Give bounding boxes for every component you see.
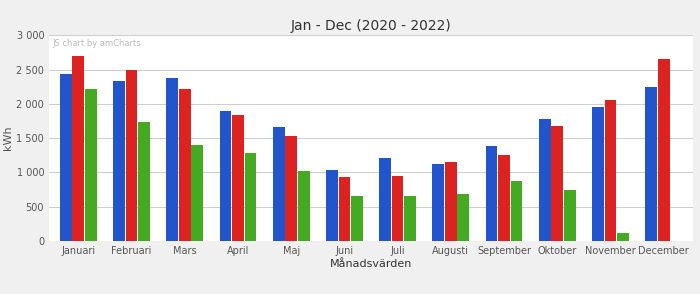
Y-axis label: kWh: kWh — [4, 126, 13, 151]
Bar — [273, 126, 284, 241]
Bar — [220, 111, 231, 241]
Bar — [498, 155, 510, 241]
Bar — [605, 101, 617, 241]
Bar — [564, 190, 575, 241]
Bar — [379, 158, 391, 241]
Bar — [617, 233, 629, 241]
Bar — [511, 181, 522, 241]
Bar — [232, 115, 244, 241]
Bar — [85, 89, 97, 241]
Bar — [72, 56, 84, 241]
Bar — [592, 107, 604, 241]
Bar — [286, 136, 297, 241]
Bar — [486, 146, 498, 241]
Bar — [113, 81, 125, 241]
Bar — [658, 59, 670, 241]
Bar — [433, 163, 445, 241]
Title: Jan - Dec (2020 - 2022): Jan - Dec (2020 - 2022) — [290, 19, 452, 33]
Bar — [539, 119, 551, 241]
Bar — [458, 194, 469, 241]
Bar — [60, 74, 71, 241]
Bar — [552, 126, 563, 241]
Bar — [298, 171, 309, 241]
Text: JS chart by amCharts: JS chart by amCharts — [52, 39, 141, 49]
X-axis label: Månadsvärden: Månadsvärden — [330, 259, 412, 269]
Bar — [138, 122, 150, 241]
Bar — [179, 89, 190, 241]
Bar — [405, 196, 416, 241]
Bar — [191, 145, 203, 241]
Bar — [445, 162, 456, 241]
Bar — [392, 176, 403, 241]
Bar — [645, 87, 657, 241]
Bar — [244, 153, 256, 241]
Bar — [167, 78, 178, 241]
Bar — [125, 70, 137, 241]
Bar — [339, 177, 350, 241]
Bar — [351, 196, 363, 241]
Bar — [326, 171, 337, 241]
